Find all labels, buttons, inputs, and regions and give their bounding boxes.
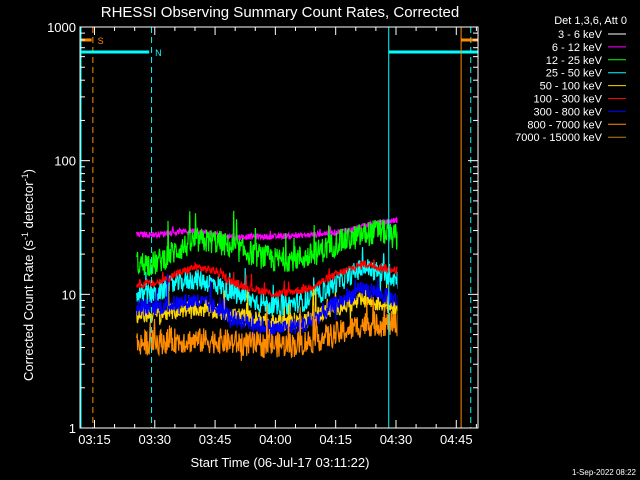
axes-frame (79, 26, 479, 429)
y-axis-label-main: Corrected Count Rate (s (21, 240, 36, 381)
series-2 (136, 210, 399, 277)
legend-label-3: 25 - 50 keV (546, 68, 603, 80)
x-tick-label-6: 04:45 (440, 432, 473, 447)
x-tick-label-4: 04:15 (319, 432, 352, 447)
x-tick-label-2: 03:45 (199, 432, 232, 447)
axes-layer: 03:15 03:30 03:45 04:00 04:15 04:30 04:45 1 10 10… (47, 20, 479, 447)
chart-title: RHESSI Observing Summary Count Rates, Co… (101, 4, 459, 21)
y-axis-label: Corrected Count Rate (s-1 detector-1) (20, 169, 36, 381)
y-tick-label-1: 10 (62, 287, 76, 302)
legend-header: Det 1,3,6, Att 0 (554, 15, 627, 27)
legend-label-2: 12 - 25 keV (546, 55, 603, 67)
y-axis-label-sup1: -1 (20, 232, 30, 240)
legend-label-0: 3 - 6 keV (558, 29, 603, 41)
legend-label-6: 300 - 800 keV (534, 106, 603, 118)
y-axis-label-sup2: -1 (20, 173, 30, 181)
x-tick-label-0: 03:15 (78, 432, 111, 447)
legend-label-1: 6 - 12 keV (552, 42, 603, 54)
legend-label-4: 50 - 100 keV (540, 81, 603, 93)
footer-timestamp: 1-Sep-2022 08:22 (572, 468, 637, 477)
y-tick-label-2: 100 (54, 154, 76, 169)
series-7 (136, 297, 399, 361)
x-axis-label: Start Time (06-Jul-17 03:11:22) (191, 455, 370, 470)
x-tick-label-3: 04:00 (259, 432, 292, 447)
legend-label-5: 100 - 300 keV (534, 94, 603, 106)
marker-N-label: N (155, 48, 162, 58)
marker-S-label: S (98, 36, 104, 46)
legend-label-8: 7000 - 15000 keV (515, 132, 603, 144)
series-0 (136, 128, 398, 142)
x-tick-label-1: 03:30 (139, 432, 172, 447)
series-layer (136, 128, 399, 373)
x-tick-label-5: 04:30 (380, 432, 413, 447)
series-5 (136, 259, 399, 298)
y-tick-label-3: 1000 (47, 20, 76, 35)
legend-label-7: 800 - 7000 keV (527, 119, 602, 131)
y-axis-label-mid: detector (21, 181, 36, 232)
y-tick-label-0: 1 (69, 421, 76, 436)
marker-layer: SN (80, 27, 478, 428)
y-axis-label-end: ) (21, 169, 36, 173)
